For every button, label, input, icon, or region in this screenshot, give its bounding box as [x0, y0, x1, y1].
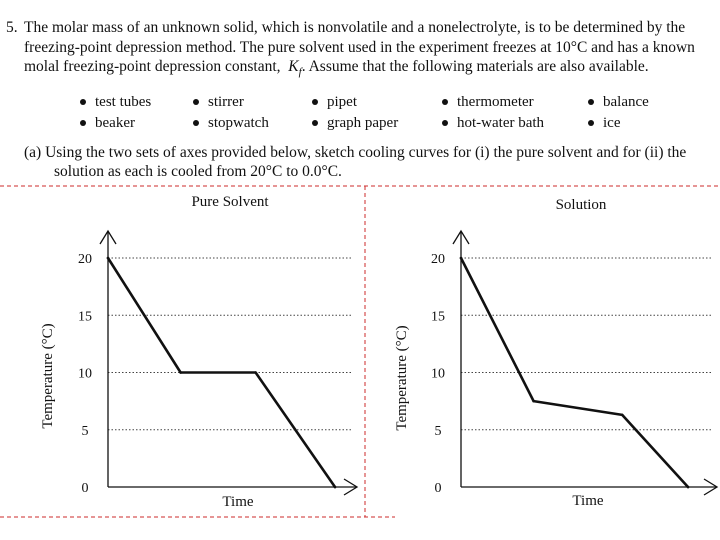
bullet-icon	[588, 98, 594, 105]
question-text-line-3b: . Assume that the following materials ar…	[301, 58, 649, 75]
y-tick-label: 5	[435, 424, 442, 439]
bullet-icon	[80, 98, 86, 105]
solution-chart: Solution 0 5 10 15 20 Temperature (°C) Time	[394, 197, 719, 509]
curve-point	[333, 485, 337, 489]
y-tick-label: 10	[78, 367, 92, 382]
curve-point	[686, 485, 690, 489]
x-axis-label: Time	[222, 494, 253, 510]
y-tick-label: 5	[82, 424, 89, 439]
material-label: beaker	[95, 115, 135, 131]
material-item: test tubes	[80, 94, 151, 111]
curve-point	[106, 256, 110, 260]
material-label: stirrer	[208, 94, 244, 110]
y-tick-label: 15	[431, 309, 445, 324]
bullet-icon	[442, 98, 448, 105]
material-item: beaker	[80, 115, 135, 132]
bullet-icon	[312, 98, 318, 105]
y-tick-label: 10	[431, 367, 445, 382]
bullet-icon	[312, 119, 318, 126]
y-axis-label: Temperature (°C)	[40, 323, 56, 428]
curve-point	[254, 371, 257, 374]
bullet-icon	[80, 119, 86, 126]
y-tick-label: 0	[82, 481, 89, 496]
y-axis-label: Temperature (°C)	[394, 325, 410, 430]
bullet-icon	[193, 98, 199, 105]
x-axis-arrow-icon	[703, 478, 719, 496]
x-axis-arrow-icon	[343, 478, 359, 496]
chart-title: Pure Solvent	[191, 194, 269, 210]
curve-point	[179, 371, 182, 374]
material-label: test tubes	[95, 94, 152, 110]
cooling-curve-line	[106, 256, 337, 489]
material-label: thermometer	[457, 94, 534, 110]
bullet-icon	[442, 119, 448, 126]
material-label: ice	[603, 115, 621, 131]
material-label: stopwatch	[208, 115, 269, 131]
material-item: ice	[588, 115, 620, 132]
material-item: stirrer	[193, 94, 244, 111]
material-item: hot-water bath	[442, 115, 544, 132]
material-item: graph paper	[312, 115, 398, 132]
curve-point	[532, 399, 535, 403]
question-number: 5.	[6, 19, 18, 36]
material-label: pipet	[327, 94, 357, 110]
y-tick-label: 20	[431, 252, 445, 267]
y-tick-label: 15	[78, 309, 92, 324]
curve-point	[620, 413, 624, 417]
material-label: graph paper	[327, 115, 399, 131]
material-label: hot-water bath	[457, 115, 545, 131]
question-text-line-3: molal freezing-point depression constant…	[24, 57, 649, 82]
cooling-curve-line	[459, 256, 690, 489]
material-item: thermometer	[442, 94, 534, 111]
y-tick-label: 20	[78, 252, 92, 267]
material-item: balance	[588, 94, 649, 111]
curve-point	[459, 256, 463, 260]
question-text-line-1: The molar mass of an unknown solid, whic…	[24, 19, 686, 36]
question-text-line-3a: molal freezing-point depression constant…	[24, 58, 281, 75]
y-axis-arrow-icon	[99, 229, 117, 245]
x-axis-label: Time	[572, 493, 603, 509]
kf-symbol: K	[288, 58, 299, 75]
bullet-icon	[588, 119, 594, 126]
material-item: pipet	[312, 94, 357, 111]
y-tick-label: 0	[435, 481, 442, 496]
bullet-icon	[193, 119, 199, 126]
y-axis-arrow-icon	[452, 229, 470, 245]
chart-title: Solution	[556, 197, 607, 213]
part-a-text-line-2: solution as each is cooled from 20°C to …	[54, 163, 342, 180]
material-label: balance	[603, 94, 649, 110]
pure-solvent-chart: Pure Solvent 0 5 10 15 20 Temperature (°C) Time	[40, 194, 359, 510]
material-item: stopwatch	[193, 115, 269, 132]
kf-subscript: f	[298, 66, 302, 79]
question-text-line-2: freezing-point depression method. The pu…	[24, 39, 695, 56]
part-a-text-line-1: (a) Using the two sets of axes provided …	[24, 144, 687, 161]
